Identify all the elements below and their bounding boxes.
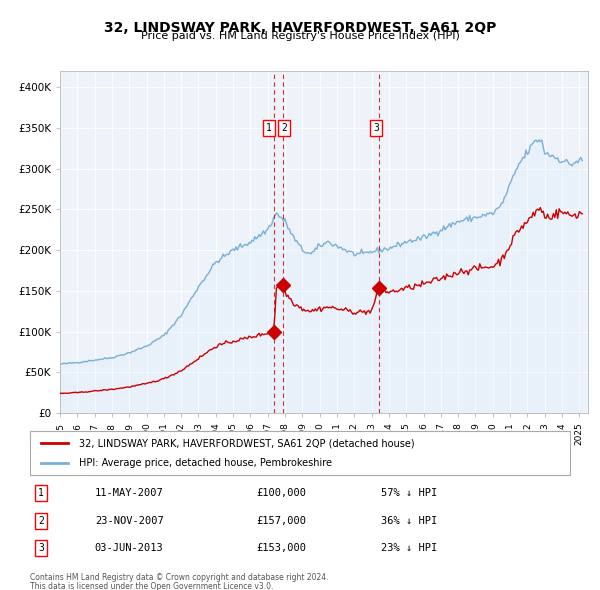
Text: 32, LINDSWAY PARK, HAVERFORDWEST, SA61 2QP: 32, LINDSWAY PARK, HAVERFORDWEST, SA61 2…: [104, 21, 496, 35]
Text: 23% ↓ HPI: 23% ↓ HPI: [381, 543, 437, 553]
Text: 11-MAY-2007: 11-MAY-2007: [95, 489, 164, 499]
Text: 1: 1: [38, 489, 44, 499]
FancyBboxPatch shape: [30, 431, 570, 475]
Text: 3: 3: [373, 123, 379, 133]
Text: 03-JUN-2013: 03-JUN-2013: [95, 543, 164, 553]
Text: 1: 1: [266, 123, 272, 133]
Text: Contains HM Land Registry data © Crown copyright and database right 2024.: Contains HM Land Registry data © Crown c…: [30, 573, 329, 582]
Text: 2: 2: [281, 123, 287, 133]
Text: £100,000: £100,000: [257, 489, 307, 499]
Text: £153,000: £153,000: [257, 543, 307, 553]
Text: 23-NOV-2007: 23-NOV-2007: [95, 516, 164, 526]
Text: 36% ↓ HPI: 36% ↓ HPI: [381, 516, 437, 526]
Text: £157,000: £157,000: [257, 516, 307, 526]
Text: 32, LINDSWAY PARK, HAVERFORDWEST, SA61 2QP (detached house): 32, LINDSWAY PARK, HAVERFORDWEST, SA61 2…: [79, 438, 414, 448]
Text: This data is licensed under the Open Government Licence v3.0.: This data is licensed under the Open Gov…: [30, 582, 274, 590]
Text: HPI: Average price, detached house, Pembrokeshire: HPI: Average price, detached house, Pemb…: [79, 458, 332, 467]
Text: 57% ↓ HPI: 57% ↓ HPI: [381, 489, 437, 499]
Text: Price paid vs. HM Land Registry's House Price Index (HPI): Price paid vs. HM Land Registry's House …: [140, 31, 460, 41]
Text: 3: 3: [38, 543, 44, 553]
Text: 2: 2: [38, 516, 44, 526]
